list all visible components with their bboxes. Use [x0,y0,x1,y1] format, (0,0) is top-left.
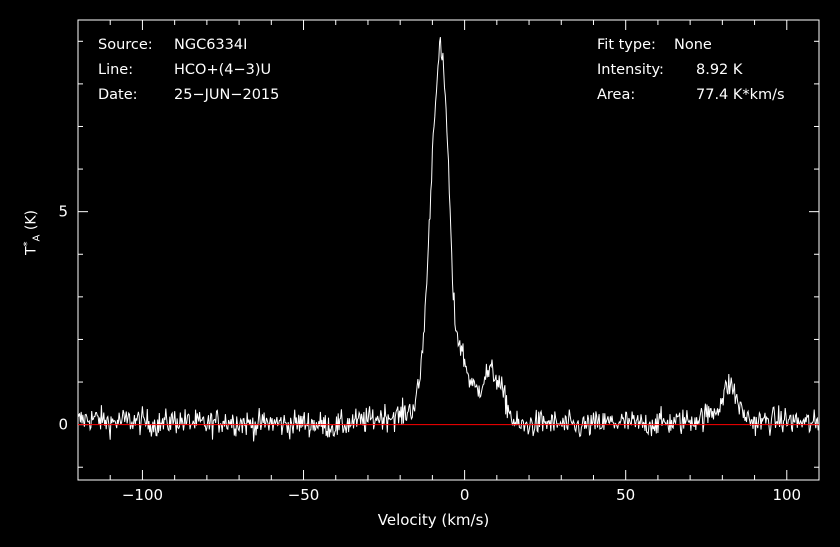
area-label: Area: [597,87,636,103]
x-tick-label: 0 [460,486,470,504]
y-axis-label-unit: (K) [23,210,40,231]
y-axis-label-main: T [23,246,40,255]
x-tick-label: 100 [772,486,801,504]
y-tick-label: 5 [58,203,68,221]
y-axis-label-sub: A [31,234,43,242]
intensity-value: 8.92 K [696,62,743,78]
fit-type-value: None [674,37,712,53]
line-value: HCO+(4−3)U [174,62,272,78]
x-axis-label: Velocity (km/s) [378,511,489,529]
intensity-label: Intensity: [597,62,664,78]
y-axis-label-sup: * [22,241,33,247]
y-tick-label: 0 [58,416,68,434]
y-axis-label: T*A (K) [22,210,42,255]
x-tick-label: −100 [122,486,163,504]
x-tick-label: −50 [288,486,320,504]
date-value: 25−JUN−2015 [174,87,280,103]
source-label: Source: [98,37,153,53]
source-value: NGC6334I [174,37,248,53]
fit-type-label: Fit type: [597,37,656,53]
x-tick-label: 50 [616,486,635,504]
area-value: 77.4 K*km/s [696,87,785,103]
line-label: Line: [98,62,134,78]
plot-frame [77,19,820,481]
date-label: Date: [98,87,138,103]
spectrum-line [77,37,820,442]
